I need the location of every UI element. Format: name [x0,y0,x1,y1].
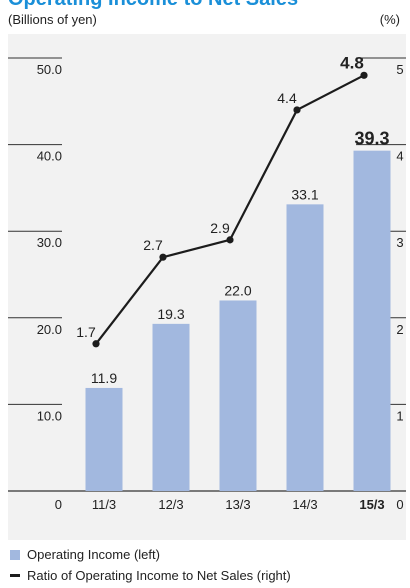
y-right-tick-label: 0 [396,497,403,512]
ratio-value-label: 4.4 [277,90,297,106]
x-tick-label: 15/3 [359,497,384,512]
y-left-tick-label: 20.0 [37,322,62,337]
legend-label-ratio: Ratio of Operating Income to Net Sales (… [27,568,291,583]
ratio-value-label: 2.7 [143,237,163,253]
bar-value-label: 19.3 [157,306,184,322]
bar [219,300,257,491]
bar [85,387,123,491]
y-left-tick-label: 30.0 [37,235,62,250]
chart-svg: 0 10.0 20.0 30.0 40.0 50.0 0 1 2 3 4 5 11.9 19.3 22.0 3… [8,53,406,512]
x-tick-label: 13/3 [225,497,250,512]
left-axis-unit: (Billions of yen) [8,12,97,27]
bar-swatch [10,549,20,560]
bar [286,204,324,491]
y-right-tick-label: 3 [396,235,403,250]
y-right-tick-label: 2 [396,322,403,337]
ratio-value-label: 1.7 [76,324,96,340]
ratio-point [159,253,167,261]
x-tick-label: 11/3 [92,497,116,512]
ratio-value-label: 2.9 [210,220,230,236]
legend-item-ratio: Ratio of Operating Income to Net Sales (… [10,568,291,583]
legend-label-operating-income: Operating Income (left) [27,547,160,562]
line-swatch [10,574,20,577]
ratio-point [226,236,234,244]
ratio-point [92,340,100,348]
bar-value-label: 39.3 [354,129,389,149]
x-tick-label: 14/3 [292,497,317,512]
y-left-tick-label: 10.0 [37,408,62,423]
legend-item-operating-income: Operating Income (left) [10,547,160,562]
ratio-point [293,106,301,114]
y-right-tick-label: 5 [396,62,403,77]
ratio-point [360,71,368,79]
y-left-tick-label: 40.0 [37,149,62,164]
chart-panel: 0 10.0 20.0 30.0 40.0 50.0 0 1 2 3 4 5 11.9 19.3 22.0 3… [8,34,406,540]
bar [152,323,190,491]
y-right-tick-label: 1 [396,408,403,423]
bar-value-label: 33.1 [291,186,318,202]
ratio-value-label: 4.8 [340,53,364,72]
bar-value-label: 22.0 [224,282,251,298]
bar [353,150,391,492]
chart-title: Operating Income to Net Sales [8,0,408,12]
y-left-tick-label: 50.0 [37,62,62,77]
right-axis-unit: (%) [379,12,400,27]
y-left-tick-label: 0 [55,497,62,512]
x-tick-label: 12/3 [158,497,183,512]
bar-value-label: 11.9 [91,370,117,386]
y-right-tick-label: 4 [396,149,403,164]
